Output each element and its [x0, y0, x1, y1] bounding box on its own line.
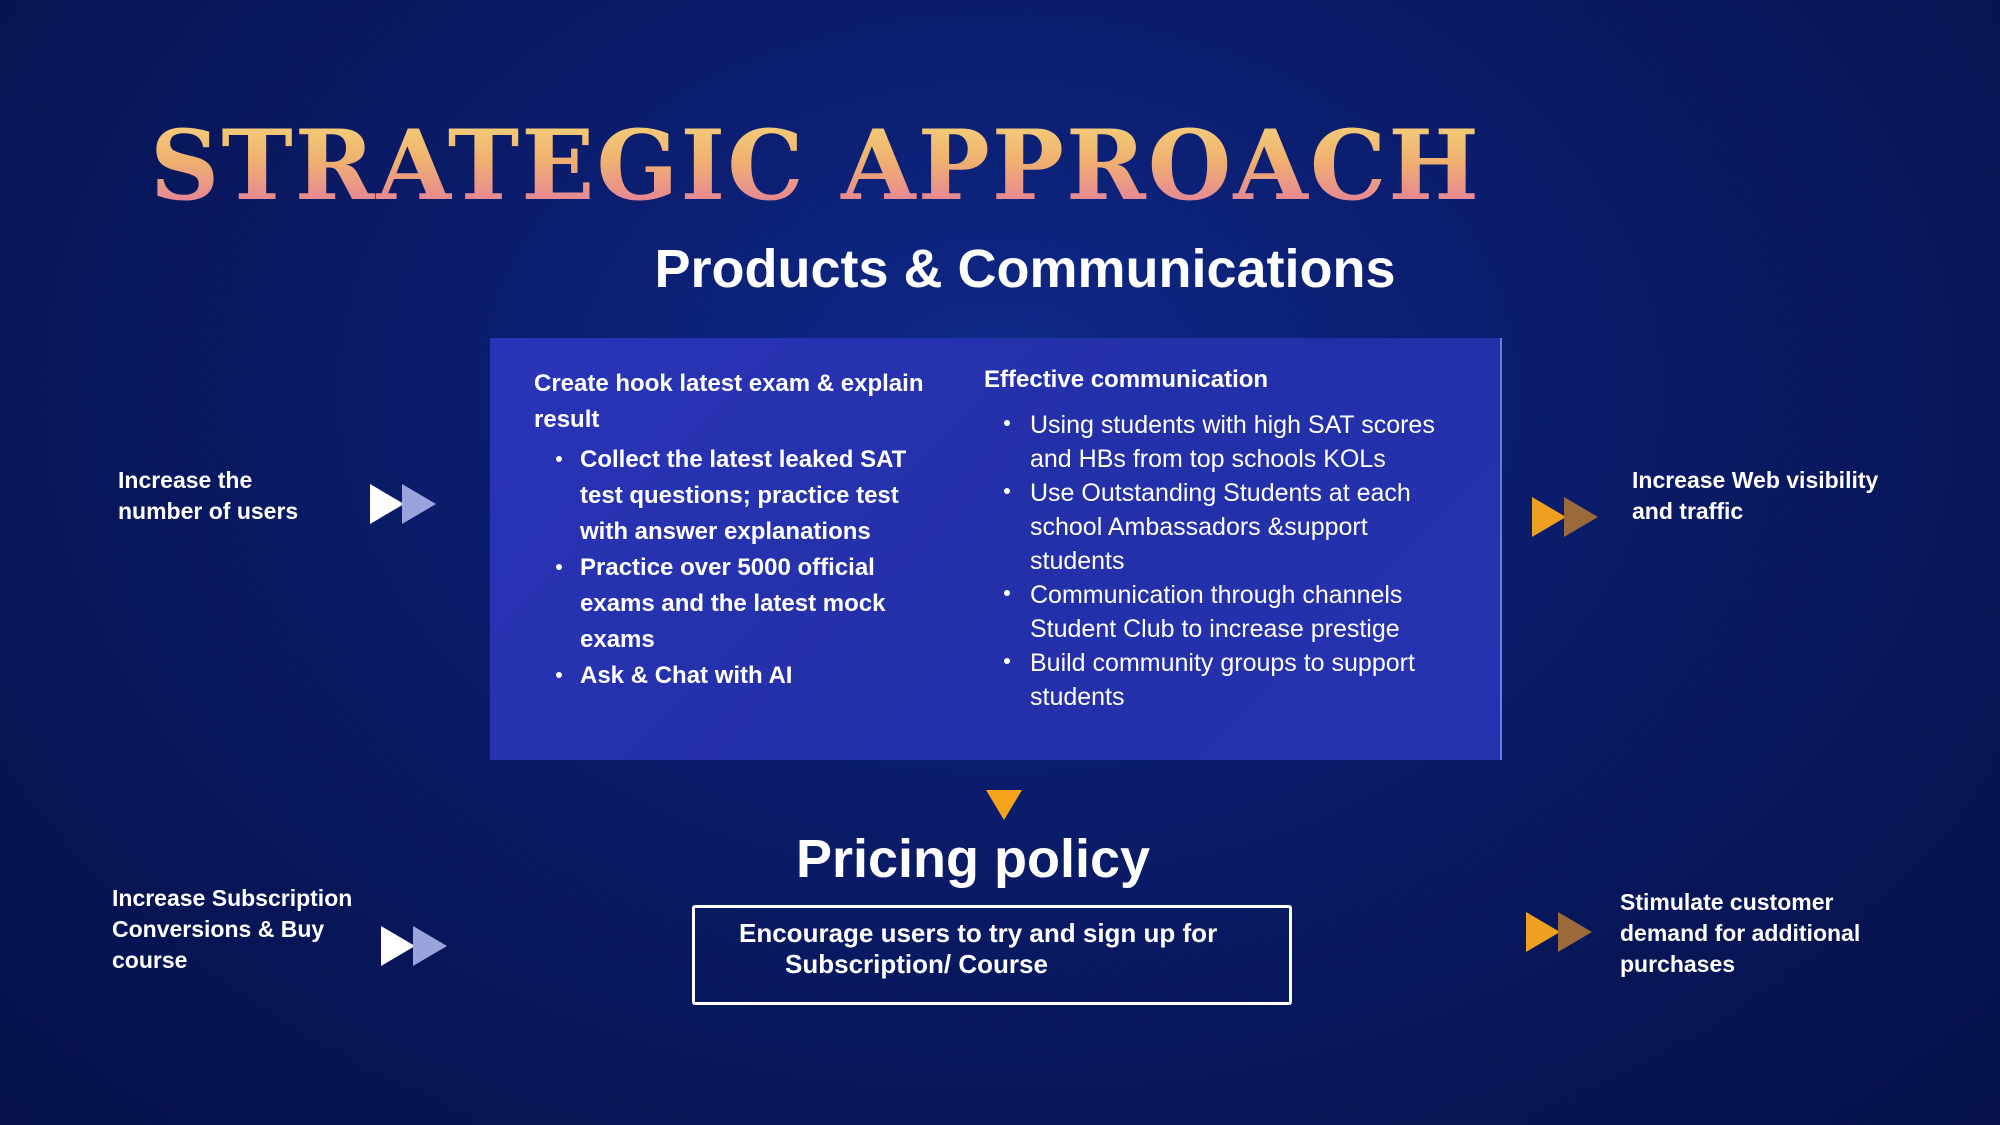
pricing-title: Pricing policy	[795, 829, 1151, 889]
goal-web-visibility: Increase Web visibility and traffic	[1632, 467, 1879, 524]
products-communications-box: Create hook latest exam & explain result…	[490, 338, 1502, 760]
double-arrow-icon-right-bottom	[1526, 912, 1592, 952]
goal-increase-users: Increase the number of users	[118, 467, 299, 524]
list-item: Collect the latest leaked SAT test quest…	[534, 442, 934, 550]
goal-subscription-conversions: Increase Subscription Conversions & Buy …	[112, 885, 353, 973]
double-arrow-icon-right-top	[1532, 497, 1598, 537]
hook-exam-list: Collect the latest leaked SAT test quest…	[534, 442, 934, 694]
down-triangle-icon	[986, 790, 1022, 820]
communication-column: Effective communication Using students w…	[984, 362, 1464, 714]
pricing-box-line1: Encourage users to try and sign up for	[739, 918, 1218, 948]
list-item: Practice over 5000 official exams and th…	[534, 550, 934, 658]
goal-customer-demand: Stimulate customer demand for additional…	[1620, 889, 1861, 977]
list-item: Using students with high SAT scores and …	[984, 408, 1464, 476]
communication-heading: Effective communication	[984, 366, 1269, 393]
hook-exam-heading: Create hook latest exam & explain result	[534, 370, 924, 433]
list-item: Ask & Chat with AI	[534, 658, 934, 694]
list-item: Communication through channels Student C…	[984, 578, 1464, 646]
pricing-box-line2: Subscription/ Course	[785, 949, 1048, 979]
hook-exam-column: Create hook latest exam & explain result…	[534, 366, 934, 694]
double-arrow-icon-left-top	[370, 484, 436, 524]
section-subtitle: Products & Communications	[654, 239, 1396, 299]
page-title: STRATEGIC APPROACH	[150, 109, 1481, 222]
list-item: Use Outstanding Students at each school …	[984, 476, 1464, 578]
list-item: Build community groups to support studen…	[984, 646, 1464, 714]
communication-list: Using students with high SAT scores and …	[984, 408, 1464, 714]
double-arrow-icon-left-bottom	[381, 926, 447, 966]
pricing-box: Encourage users to try and sign up for S…	[692, 905, 1292, 1005]
